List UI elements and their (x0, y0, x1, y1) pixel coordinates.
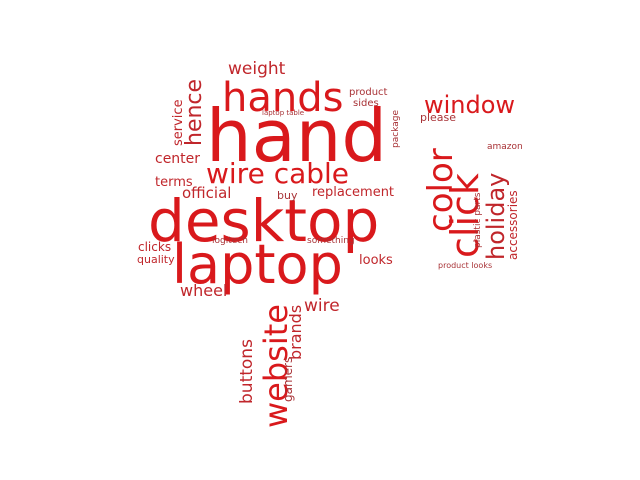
word-something: something (307, 236, 355, 246)
word-replacement: replacement (312, 185, 395, 200)
word-hands: hands (222, 75, 344, 121)
word-service: service (171, 99, 186, 146)
word-clicks: clicks (138, 240, 172, 254)
word-holiday: holiday (482, 172, 510, 260)
word-wire-cable: wire cable (206, 157, 350, 190)
word-plastic-parts: plastic parts (473, 192, 483, 248)
word-product: product (349, 87, 388, 98)
word-buy: buy (277, 189, 298, 202)
word-brands: brands (286, 304, 305, 360)
word-laptop-table: laptop table (262, 109, 305, 117)
word-hence: hence (182, 78, 207, 146)
word-sides: sides (353, 98, 379, 109)
word-terms: terms (155, 175, 193, 190)
word-wheel: wheel (180, 281, 228, 300)
word-quality: quality (137, 253, 175, 266)
word-logitech: logitech (212, 236, 248, 246)
word-center: center (155, 151, 201, 167)
word-gamers: gamers (281, 356, 295, 402)
word-wire: wire (304, 296, 340, 316)
word-laptop: laptop (172, 233, 343, 296)
word-product-looks: product looks (438, 261, 493, 270)
word-amazon: amazon (487, 142, 523, 152)
word-package: package (391, 110, 401, 148)
word-weight: weight (228, 59, 286, 79)
word-hand: hand (206, 94, 388, 178)
word-buttons: buttons (237, 339, 257, 404)
word-window: window (424, 91, 516, 119)
word-looks: looks (359, 253, 393, 268)
word-please: please (420, 111, 457, 124)
word-official: official (182, 184, 232, 202)
word-desktop: desktop (148, 187, 380, 255)
word-accessories: accessories (506, 190, 520, 260)
